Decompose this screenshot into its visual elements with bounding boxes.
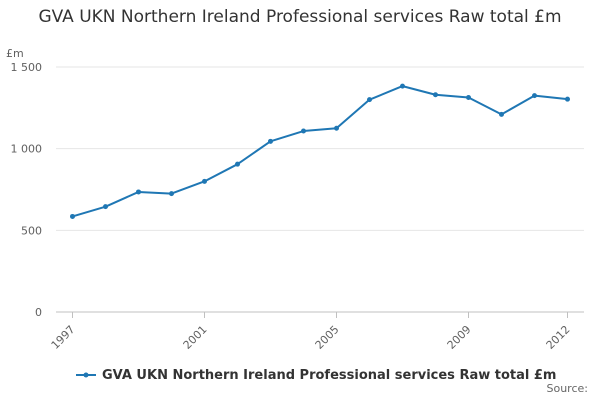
data-point[interactable] [466,95,471,101]
series-line [72,85,568,218]
y-tick-label: 1 500 [11,61,43,74]
source-label: Source: [546,382,589,395]
data-point[interactable] [532,93,537,99]
x-tick-label: 2005 [313,323,342,352]
y-axis-tick-labels: 0 500 1 000 1 500 [11,61,43,319]
legend-line-icon [76,372,96,378]
x-axis-tick-labels: 1997 2001 2005 2009 2012 [49,312,573,352]
x-tick-label: 2001 [181,323,210,352]
x-tick-label: 1997 [49,323,78,352]
data-point[interactable] [499,111,504,117]
grid-lines [56,66,584,313]
data-point[interactable] [268,138,273,144]
data-point[interactable] [169,191,174,197]
data-point[interactable] [136,189,141,195]
data-point[interactable] [565,96,570,102]
y-axis-unit-label: £m [6,47,24,60]
y-tick-label: 1 000 [11,143,43,156]
chart-title: GVA UKN Northern Ireland Professional se… [38,7,562,27]
data-point[interactable] [70,213,75,219]
series-line-group [70,83,570,219]
data-point[interactable] [334,125,339,131]
y-tick-label: 500 [21,224,42,237]
data-point[interactable] [235,161,240,167]
data-point[interactable] [367,97,372,103]
legend[interactable]: GVA UKN Northern Ireland Professional se… [76,366,556,384]
data-point[interactable] [400,83,405,89]
y-tick-label: 0 [35,306,42,319]
data-point[interactable] [202,178,207,184]
data-point[interactable] [433,92,438,98]
data-point[interactable] [301,128,306,134]
x-tick-label: 2012 [544,323,573,352]
x-tick-label: 2009 [445,323,474,352]
data-point[interactable] [103,204,108,210]
legend-label: GVA UKN Northern Ireland Professional se… [102,367,557,383]
